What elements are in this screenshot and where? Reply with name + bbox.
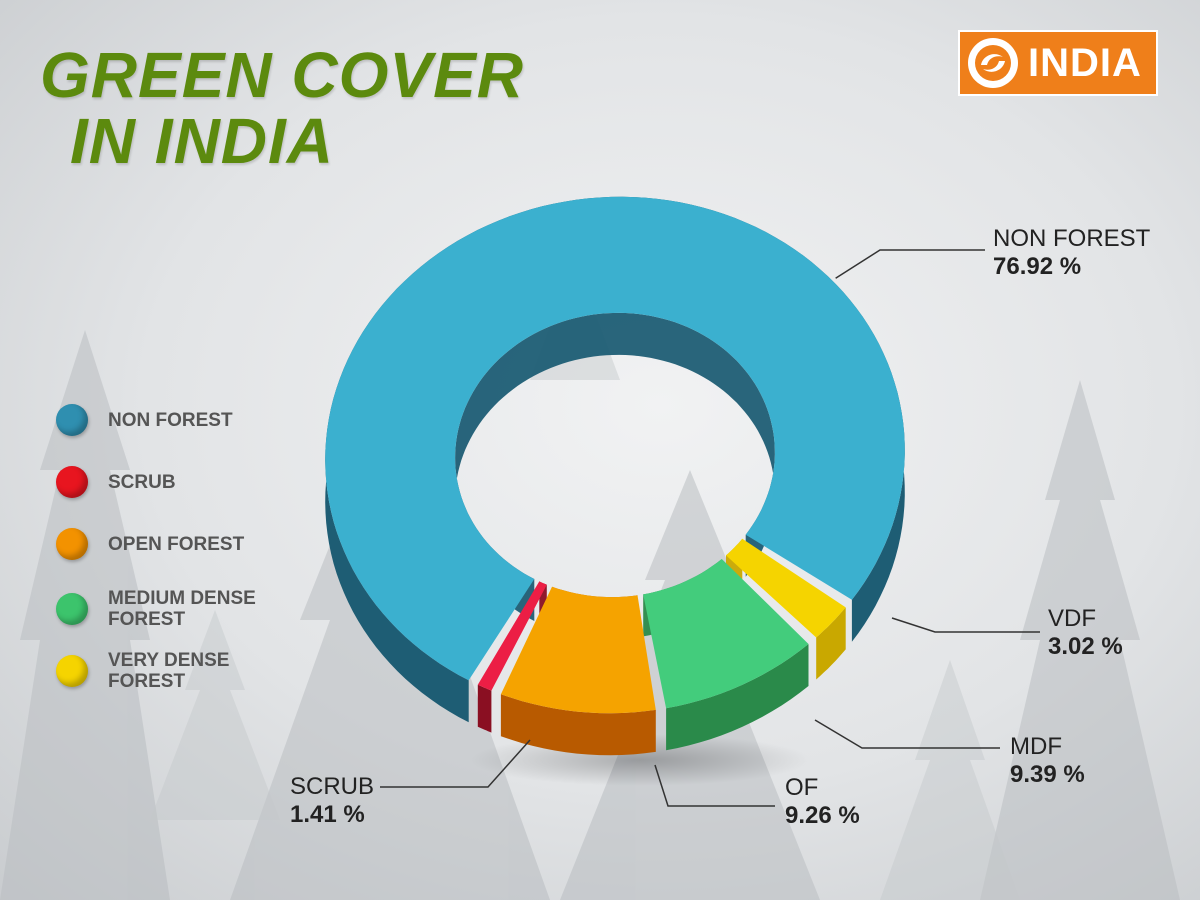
slice-side-open-forest [500, 694, 656, 756]
callout-value: 76.92 % [993, 253, 1082, 280]
legend-item-open-forest: OPEN FOREST [56, 528, 308, 560]
legend-item-medium-dense-forest: MEDIUM DENSE FOREST [56, 588, 278, 630]
leader-line-non-forest [835, 249, 985, 279]
callout-value: 3.02 % [1048, 633, 1123, 660]
callout-label: MDF [1010, 733, 1062, 760]
leader-line-mdf [814, 719, 1000, 749]
dd-logo-icon [968, 38, 1018, 88]
legend-label: NON FOREST [108, 409, 233, 431]
callout-scrub: SCRUB 1.41 % [290, 773, 374, 829]
callout-label: OF [785, 774, 819, 801]
callout-value: 9.26 % [785, 802, 860, 829]
legend-label: VERY DENSE FOREST [108, 650, 230, 692]
callout-of: OF 9.26 % [785, 774, 860, 830]
callout-value: 9.39 % [1010, 761, 1085, 788]
slice-non-forest [325, 196, 905, 681]
legend-swatch [56, 466, 88, 498]
slice-side-medium-dense-forest [666, 644, 809, 751]
legend-label: SCRUB [108, 471, 176, 493]
title-line-1: GREEN COVER [40, 39, 524, 111]
legend-item-very-dense-forest: VERY DENSE FOREST [56, 650, 258, 692]
callout-label: SCRUB [290, 773, 375, 800]
slice-scrub [477, 581, 547, 691]
slice-open-forest [500, 586, 656, 714]
legend-item-non-forest: NON FOREST [56, 404, 308, 436]
leader-line-vdf [891, 617, 1040, 633]
legend-label: MEDIUM DENSE FOREST [108, 588, 256, 630]
title-line-2: IN INDIA [70, 105, 334, 177]
legend-swatch [56, 593, 88, 625]
dd-india-logo: INDIA [958, 30, 1158, 96]
slice-medium-dense-forest [643, 559, 809, 709]
leader-line-scrub [380, 739, 531, 788]
callout-vdf: VDF 3.02 % [1048, 605, 1123, 661]
legend-swatch [56, 655, 88, 687]
callout-non-forest: NON FOREST 76.92 % [993, 225, 1150, 281]
legend-swatch [56, 528, 88, 560]
slice-very-dense-forest [726, 538, 846, 638]
legend-item-scrub: SCRUB [56, 466, 308, 498]
callout-mdf: MDF 9.39 % [1010, 733, 1085, 789]
slice-side-scrub [477, 684, 492, 733]
leader-line-of [654, 764, 775, 807]
legend-label: OPEN FOREST [108, 533, 245, 555]
callout-label: NON FOREST [993, 225, 1151, 252]
callout-value: 1.41 % [290, 801, 365, 828]
legend-swatch [56, 404, 88, 436]
logo-text: INDIA [1028, 40, 1142, 85]
page-title: GREEN COVER IN INDIA [40, 42, 524, 174]
slice-side-very-dense-forest [816, 607, 846, 680]
callout-label: VDF [1048, 605, 1096, 632]
